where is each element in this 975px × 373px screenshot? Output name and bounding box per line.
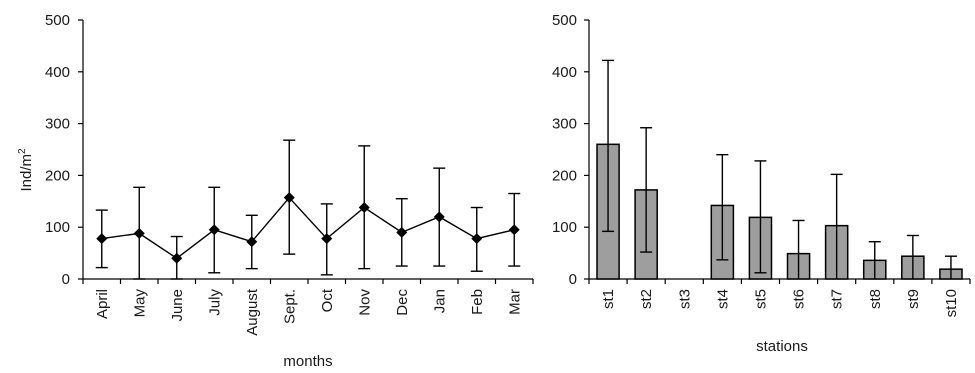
left-x-tick-label: Mar bbox=[506, 289, 523, 315]
left-error-bars bbox=[95, 139, 521, 280]
y-axis-title-text: Ind/m bbox=[18, 154, 35, 192]
right-x-tick-label: st6 bbox=[791, 289, 808, 309]
right-y-tick-label: 0 bbox=[569, 271, 577, 288]
left-x-tick-label: May bbox=[131, 289, 148, 318]
right-y-tick-label: 500 bbox=[552, 12, 577, 29]
left-x-tick-label: August bbox=[244, 288, 261, 336]
right-x-tick-label: st5 bbox=[752, 289, 769, 309]
series-line bbox=[101, 196, 515, 260]
data-point-marker bbox=[171, 252, 183, 264]
left-y-tick-label: 500 bbox=[45, 12, 70, 29]
right-y-tick-label: 400 bbox=[552, 64, 577, 81]
data-point-marker bbox=[358, 202, 370, 214]
right-x-tick-label: st4 bbox=[714, 289, 731, 309]
right-x-tick-label: st3 bbox=[676, 289, 693, 309]
right-x-tick-label: st8 bbox=[867, 289, 884, 309]
left-x-tick-label: July bbox=[206, 289, 223, 316]
right-y-ticks: 0 100 200 300 400 500 bbox=[552, 12, 589, 288]
left-x-tick-label: Sept. bbox=[281, 289, 298, 324]
left-y-axis-title: Ind/m2 bbox=[17, 148, 35, 192]
left-y-ticks: 0 100 200 300 400 500 bbox=[45, 12, 83, 288]
data-point-marker bbox=[396, 226, 408, 238]
bars bbox=[596, 143, 963, 280]
right-x-tick-label: st2 bbox=[638, 289, 655, 309]
right-x-tick-label: st1 bbox=[600, 289, 617, 309]
left-y-tick-label: 100 bbox=[45, 219, 70, 236]
right-y-tick-label: 200 bbox=[552, 167, 577, 184]
data-point-marker bbox=[246, 236, 258, 248]
left-x-tick-label: Feb bbox=[469, 289, 486, 315]
left-x-tick-label: Oct bbox=[319, 288, 336, 312]
data-point-marker bbox=[508, 224, 520, 236]
data-point-marker bbox=[433, 211, 445, 223]
data-point-marker bbox=[471, 233, 483, 245]
left-x-ticks: April May June July August Sept. Oct Nov Dec Jan F… bbox=[82, 279, 534, 336]
right-x-tick-label: st9 bbox=[905, 289, 922, 309]
data-point-marker bbox=[321, 233, 333, 245]
series-markers bbox=[96, 192, 520, 264]
left-y-tick-label: 300 bbox=[45, 116, 70, 133]
data-point-marker bbox=[283, 192, 295, 204]
data-point-marker bbox=[133, 227, 145, 239]
left-x-tick-label: April bbox=[94, 289, 111, 319]
y-axis-title-superscript: 2 bbox=[17, 148, 28, 154]
right-x-tick-label: st10 bbox=[943, 289, 960, 317]
left-x-tick-label: Nov bbox=[356, 289, 373, 316]
left-y-tick-label: 200 bbox=[45, 167, 70, 184]
right-x-tick-label: st7 bbox=[829, 289, 846, 309]
monthly-chart: 0 100 200 300 400 500 April May June July August S… bbox=[17, 12, 534, 370]
left-y-tick-label: 400 bbox=[45, 64, 70, 81]
right-x-axis-title: stations bbox=[756, 338, 808, 355]
left-x-tick-label: Dec bbox=[394, 289, 411, 316]
right-y-tick-label: 100 bbox=[552, 219, 577, 236]
right-error-bars bbox=[602, 59, 957, 279]
left-x-axis-title: months bbox=[283, 353, 332, 370]
data-point-marker bbox=[208, 224, 220, 236]
data-point-marker bbox=[96, 233, 108, 245]
left-x-tick-label: Jan bbox=[431, 289, 448, 313]
right-y-tick-label: 300 bbox=[552, 116, 577, 133]
right-x-ticks: st1 st2 st3 st4 st5 st6 st7 st8 st9 st10 bbox=[588, 279, 971, 317]
left-y-tick-label: 0 bbox=[62, 271, 70, 288]
left-x-tick-label: June bbox=[169, 289, 186, 322]
